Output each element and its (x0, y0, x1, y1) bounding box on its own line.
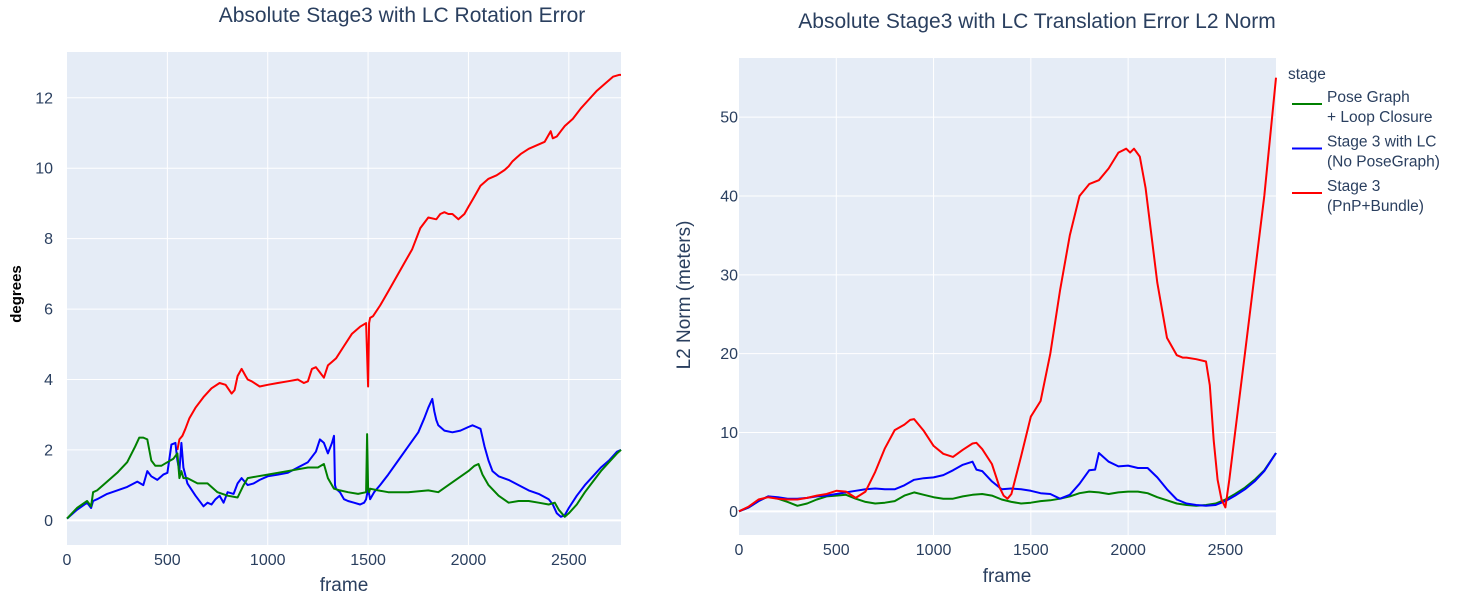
legend-label: (No PoseGraph) (1327, 154, 1440, 171)
rotation-x-tick-label: 2000 (451, 552, 487, 569)
translation-x-tick-label: 500 (823, 542, 850, 559)
translation-x-tick-label: 1000 (916, 542, 952, 559)
rotation-series-pose-graph-loop-closure (66, 433, 622, 520)
legend-label: + Loop Closure (1327, 109, 1433, 126)
rotation-series-stage-3-pnp-bundle (176, 73, 621, 451)
legend-item-stage-3-pnp-bundle[interactable]: Stage 3 (PnP+Bundle) (1292, 178, 1424, 215)
rotation-x-tick-label: 1500 (350, 552, 386, 569)
translation-y-tick-label: 40 (720, 188, 738, 205)
translation-tick-labels: 0 500 1000 1500 2000 2500 0 10 20 30 40 50 (720, 110, 1243, 559)
translation-series-stage-3-with-lc-no-posegraph (738, 452, 1277, 513)
rotation-x-tick-label: 500 (154, 552, 181, 569)
translation-series-stage-3-pnp-bundle (738, 77, 1277, 513)
rotation-plot-area (67, 52, 621, 545)
rotation-y-tick-label: 8 (44, 231, 53, 248)
legend-items: Pose Graph + Loop Closure Stage 3 with LC (… (1292, 89, 1440, 215)
translation-y-tick-label: 50 (720, 110, 738, 127)
rotation-series (66, 73, 622, 520)
legend-title: stage (1288, 66, 1326, 83)
translation-chart-title: Absolute Stage3 with LC Translation Erro… (798, 10, 1275, 33)
translation-y-tick-label: 20 (720, 346, 738, 363)
translation-y-axis-title: L2 Norm (meters) (674, 221, 695, 370)
rotation-gridlines (67, 52, 621, 545)
rotation-x-tick-label: 0 (63, 552, 72, 569)
legend-item-pose-graph-loop-closure[interactable]: Pose Graph + Loop Closure (1292, 89, 1433, 126)
rotation-y-axis-title: degrees (8, 265, 25, 323)
legend-label: Stage 3 (1327, 178, 1380, 195)
translation-x-axis-title: frame (983, 566, 1032, 587)
rotation-tick-labels: 0 500 1000 1500 2000 2500 0 2 4 6 8 10 12 (35, 90, 587, 569)
translation-x-tick-label: 0 (735, 542, 744, 559)
translation-series (738, 77, 1277, 513)
legend-label: Stage 3 with LC (1327, 134, 1436, 151)
legend-item-stage-3-with-lc-no-posegraph[interactable]: Stage 3 with LC (No PoseGraph) (1292, 134, 1440, 171)
rotation-error-chart: 0 500 1000 1500 2000 2500 0 2 4 6 8 10 12 Absolute S… (8, 4, 622, 596)
translation-x-tick-label: 2500 (1208, 542, 1244, 559)
rotation-y-tick-label: 6 (44, 302, 53, 319)
translation-y-tick-label: 0 (729, 504, 738, 521)
translation-y-tick-label: 10 (720, 425, 738, 442)
translation-y-tick-label: 30 (720, 267, 738, 284)
rotation-y-tick-label: 2 (44, 442, 53, 459)
rotation-chart-title: Absolute Stage3 with LC Rotation Error (219, 4, 586, 27)
rotation-y-tick-label: 4 (44, 372, 53, 389)
rotation-x-axis-title: frame (320, 575, 369, 596)
rotation-y-tick-label: 10 (35, 161, 53, 178)
legend-label: Pose Graph (1327, 89, 1410, 106)
translation-x-tick-label: 2000 (1110, 542, 1146, 559)
translation-x-tick-label: 1500 (1013, 542, 1049, 559)
translation-gridlines (739, 58, 1276, 535)
translation-plot-area (739, 58, 1276, 535)
rotation-y-tick-label: 12 (35, 90, 53, 107)
legend: stage Pose Graph + Loop Closure Stage 3 wi… (1288, 66, 1440, 215)
translation-error-chart: 0 500 1000 1500 2000 2500 0 10 20 30 40 50 Absolute… (674, 10, 1277, 587)
rotation-x-tick-label: 1000 (250, 552, 286, 569)
rotation-x-tick-label: 2500 (551, 552, 587, 569)
legend-label: (PnP+Bundle) (1327, 198, 1424, 215)
rotation-y-tick-label: 0 (44, 513, 53, 530)
